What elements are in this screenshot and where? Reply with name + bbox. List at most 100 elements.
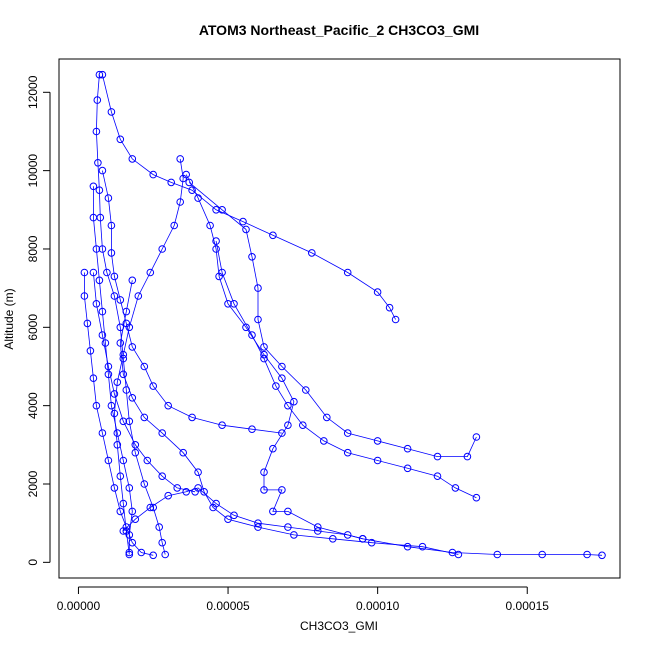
data-point xyxy=(418,542,427,551)
data-point xyxy=(493,550,502,559)
series-line xyxy=(215,241,477,499)
series-line xyxy=(185,174,603,556)
data-point xyxy=(176,155,184,163)
series-line xyxy=(102,74,396,320)
data-point xyxy=(164,491,172,500)
data-point xyxy=(373,437,382,445)
plot-frame xyxy=(58,58,621,579)
data-point xyxy=(230,511,238,520)
data-point xyxy=(173,484,181,492)
data-point xyxy=(454,550,463,559)
data-point xyxy=(194,194,202,202)
data-point xyxy=(125,531,134,539)
data-point xyxy=(143,456,152,465)
series-11 xyxy=(89,182,137,557)
series-6 xyxy=(116,276,463,559)
data-point xyxy=(472,493,481,502)
data-point xyxy=(538,550,547,559)
x-tick-label: 0.00010 xyxy=(356,599,400,613)
series-7 xyxy=(80,268,157,560)
data-point xyxy=(94,159,102,167)
data-point xyxy=(269,507,277,516)
data-point xyxy=(218,268,226,277)
data-point xyxy=(101,339,110,347)
y-tick-label: 2000 xyxy=(26,470,40,497)
data-point xyxy=(125,417,134,426)
data-point xyxy=(403,464,412,473)
data-point xyxy=(200,488,208,496)
x-axis-label: CH3CO3_GMI xyxy=(300,619,378,633)
data-point xyxy=(104,456,113,465)
data-point xyxy=(119,527,128,535)
data-point xyxy=(260,343,268,351)
data-point xyxy=(272,382,280,390)
series-10 xyxy=(98,166,286,437)
data-point xyxy=(248,252,256,261)
data-point xyxy=(329,535,337,543)
data-point xyxy=(149,382,157,390)
data-point xyxy=(149,170,157,179)
data-point xyxy=(254,315,262,324)
data-point xyxy=(128,276,137,285)
data-point xyxy=(110,272,119,281)
data-point xyxy=(116,135,125,144)
data-point xyxy=(248,331,256,339)
data-point xyxy=(598,551,606,560)
data-point xyxy=(218,206,226,214)
data-point xyxy=(158,472,166,481)
series-8 xyxy=(89,268,199,496)
data-point xyxy=(260,468,268,477)
series-line xyxy=(93,272,196,493)
data-point xyxy=(248,425,256,434)
data-point xyxy=(116,507,125,516)
data-point xyxy=(194,468,202,477)
data-point xyxy=(218,421,226,430)
data-point xyxy=(343,531,352,539)
data-point xyxy=(89,268,98,277)
series-line xyxy=(188,182,477,458)
data-point xyxy=(284,507,292,516)
data-point xyxy=(140,362,149,371)
x-tick-label: 0.00005 xyxy=(206,599,250,613)
data-point xyxy=(104,194,113,202)
data-point xyxy=(137,548,146,557)
axes-layer: 0.00000 0.00005 0.00010 0.00015 0 2000 4000 600… xyxy=(26,75,549,613)
data-point xyxy=(113,441,122,449)
data-point xyxy=(472,433,481,441)
data-point xyxy=(164,401,172,410)
data-point xyxy=(113,429,122,437)
data-point xyxy=(98,331,107,339)
data-point xyxy=(391,315,400,324)
data-point xyxy=(170,221,178,230)
data-point xyxy=(385,303,394,312)
y-tick-label: 4000 xyxy=(26,392,40,419)
data-point xyxy=(125,484,134,492)
data-point xyxy=(314,523,322,531)
data-point xyxy=(89,374,98,383)
data-point xyxy=(182,170,190,179)
data-point xyxy=(463,452,472,461)
data-point xyxy=(140,480,149,488)
data-point xyxy=(119,417,128,426)
data-point xyxy=(98,166,107,175)
data-point xyxy=(98,245,107,253)
data-point xyxy=(278,429,286,437)
chart-title: ATOM3 Northeast_Pacific_2 CH3CO3_GMI xyxy=(199,22,479,38)
x-tick-label: 0.00015 xyxy=(506,599,550,613)
data-point xyxy=(206,221,214,230)
data-point xyxy=(158,538,166,547)
series-line xyxy=(93,186,133,553)
data-point xyxy=(146,503,155,512)
data-point xyxy=(110,390,119,398)
y-axis-label: Altitude (m) xyxy=(2,288,16,349)
data-point xyxy=(254,519,262,528)
data-point xyxy=(128,507,137,516)
series-line xyxy=(84,272,154,556)
y-tick-label: 8000 xyxy=(26,235,40,262)
y-tick-label: 12000 xyxy=(26,75,40,109)
data-point xyxy=(212,237,220,245)
data-point xyxy=(122,319,131,328)
data-point xyxy=(182,488,190,496)
data-point xyxy=(92,245,101,253)
data-point xyxy=(176,198,184,206)
